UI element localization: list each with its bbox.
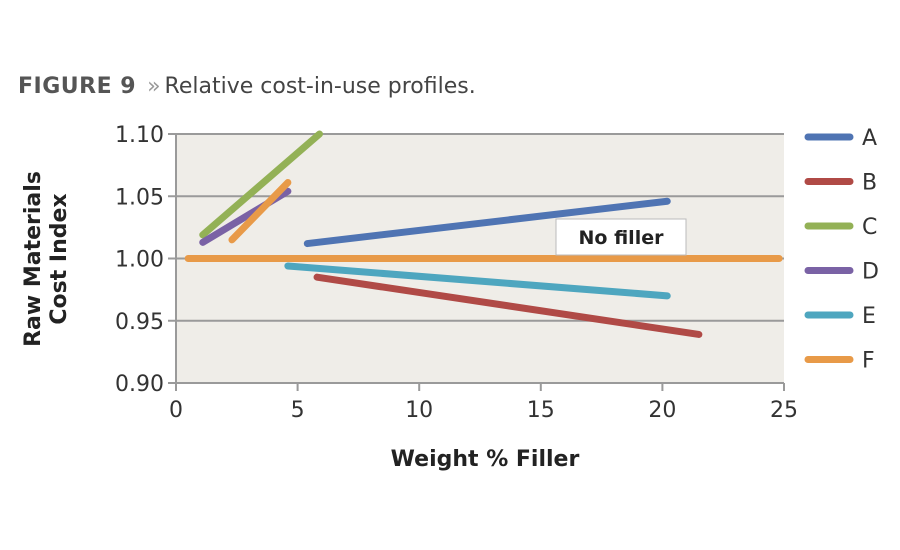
y-axis-label: Raw MaterialsCost Index <box>21 171 72 347</box>
legend-label-d: D <box>862 260 879 285</box>
figure-number: FIGURE 9 <box>18 74 137 99</box>
caption-separator: » <box>147 74 161 99</box>
y-axis-label-line: Cost Index <box>47 193 72 324</box>
y-tick-label: 0.90 <box>115 372 164 397</box>
legend-label-e: E <box>862 304 876 329</box>
x-tick-label: 15 <box>527 398 555 423</box>
legend-label-b: B <box>862 171 877 196</box>
legend-label-f: F <box>862 349 875 374</box>
annotation-box <box>555 218 687 256</box>
series-line-b <box>313 273 703 338</box>
series-line-c <box>199 130 323 239</box>
x-tick-label: 25 <box>770 398 798 423</box>
annotation-no-filler: No filler <box>579 227 665 249</box>
y-tick-label: 1.10 <box>115 123 164 148</box>
x-tick-label: 10 <box>405 398 433 423</box>
figure-caption: FIGURE 9 » Relative cost-in-use profiles. <box>18 74 476 99</box>
y-tick-label: 1.00 <box>115 248 164 273</box>
x-tick-label: 20 <box>648 398 676 423</box>
y-axis-label-line: Raw Materials <box>21 171 46 347</box>
series-line-a <box>303 197 671 248</box>
caption-text: Relative cost-in-use profiles. <box>164 74 476 99</box>
legend-label-c: C <box>862 215 877 240</box>
x-tick-label: 5 <box>291 398 305 423</box>
y-tick-label: 1.05 <box>115 185 164 210</box>
x-axis-label: Weight % Filler <box>391 447 580 472</box>
legend-label-a: A <box>862 126 877 151</box>
x-tick-label: 0 <box>169 398 183 423</box>
series-line-f <box>228 179 292 244</box>
y-tick-label: 0.95 <box>115 310 164 335</box>
series-line-e <box>284 262 671 300</box>
